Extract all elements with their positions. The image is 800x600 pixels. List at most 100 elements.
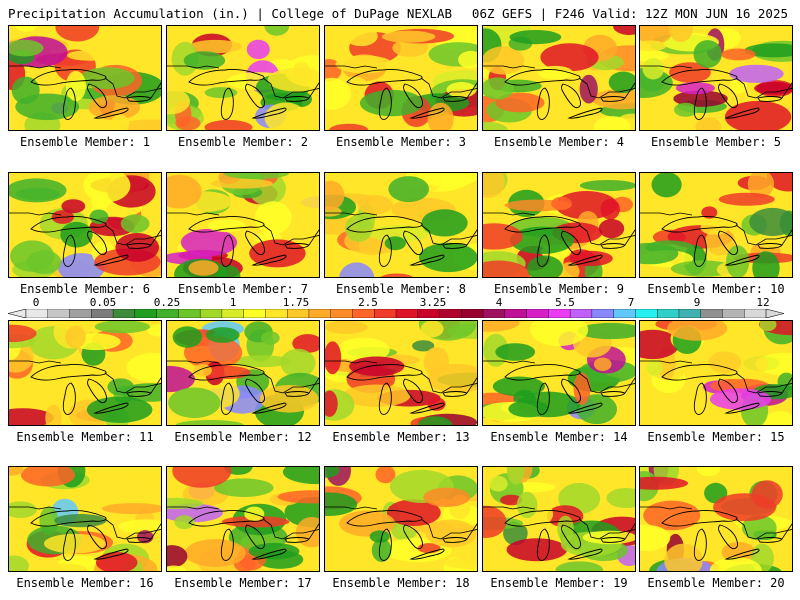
lake-erie-outline [93,254,129,266]
precip-contour [669,62,711,83]
precip-contour [412,340,435,352]
precip-contour [375,467,396,484]
precip-contour [174,515,195,530]
st-lawrence-river [624,523,635,540]
precip-contour [419,242,477,273]
precip-contour [747,173,775,198]
colorbar-bin [417,309,441,318]
lake-ontario-outline [284,391,310,397]
precip-contour [593,357,612,371]
lake-superior-outline [346,510,423,527]
precip-contour [509,30,562,45]
colorbar-bin [134,309,158,318]
lake-erie-outline [93,107,129,119]
ensemble-member-label: Ensemble Member: 12 [174,430,312,444]
precip-contour [421,209,468,237]
lake-erie-outline [724,548,760,560]
lake-superior-outline [30,364,107,381]
precip-contour [724,100,792,130]
ensemble-member-map [166,172,320,278]
precip-contour [85,487,103,506]
lake-erie-outline [251,548,287,560]
precip-contour [335,534,354,549]
precip-contour [569,250,613,267]
lake-huron-outline [87,378,107,404]
ensemble-member-label: Ensemble Member: 1 [19,135,151,149]
precip-contour [45,404,62,425]
international-border [483,506,635,540]
precip-contour [325,77,351,110]
ensemble-member-map [639,466,793,572]
precip-contour [640,329,680,360]
lake-erie-outline [409,402,445,414]
precip-contour [95,552,138,571]
precip-contour [204,87,238,99]
precip-contour [337,337,390,363]
precip-contour [551,196,572,211]
precip-contour [249,239,306,268]
precip-contour [126,352,161,383]
lake-superior-outline [346,69,423,86]
precip-contour [540,43,599,72]
colorbar-tick-label: 5.5 [555,296,575,309]
precip-contour [132,467,161,487]
precip-contour [167,565,187,571]
lake-huron-outline [718,230,738,256]
precip-contour [710,388,771,411]
precip-contour [446,82,477,98]
colorbar-tick-label: 0.25 [153,296,181,309]
precip-contour [483,223,523,250]
precip-contour [752,251,780,277]
precip-contour [673,90,728,107]
lake-superior-outline [504,510,581,527]
colorbar-bin [461,309,484,318]
colorbar-bin [265,309,288,318]
precip-contour [308,214,319,239]
lake-huron-outline [403,378,423,404]
colorbar-bin [569,309,593,318]
precip-contour [508,400,550,418]
precip-contour [640,524,671,552]
precip-contour [214,478,274,497]
precip-contour [9,467,24,476]
international-border [167,212,319,246]
precip-contour [427,102,454,130]
precip-contour [180,228,238,257]
precip-contour [79,67,135,90]
precip-contour [651,173,682,198]
precip-contour [500,494,523,506]
precip-contour [325,467,340,478]
colorbar-bin [700,309,723,318]
ensemble-member-label: Ensemble Member: 9 [493,282,625,296]
lake-michigan-outline [536,234,550,267]
colorbar-bin [678,309,702,318]
lake-erie-outline [409,548,445,560]
ensemble-member-label: Ensemble Member: 17 [174,576,312,590]
precip-contour [713,493,777,522]
precip-contour [184,539,246,567]
precip-contour [506,467,525,485]
colorbar-bin [286,309,310,318]
precip-contour [483,321,520,332]
precip-contour [254,201,292,235]
st-lawrence-river [624,229,635,246]
precip-contour [527,255,563,277]
lake-michigan-outline [220,234,234,267]
st-lawrence-river [781,229,792,246]
colorbar-bin [243,309,266,318]
st-lawrence-river [781,523,792,540]
st-lawrence-river [781,82,792,99]
precip-contour [608,71,635,94]
precip-contour [264,102,307,130]
colorbar-bin [112,309,136,318]
precip-contour [488,475,508,492]
ensemble-member-label: Ensemble Member: 15 [647,430,785,444]
colorbar-bin [395,309,419,318]
colorbar-bin [199,309,223,318]
precip-contour [86,396,153,423]
lake-huron-outline [403,524,423,550]
lake-michigan-outline [536,528,550,561]
colorbar-tick-label: 1.75 [282,296,310,309]
lake-erie-outline [567,107,603,119]
precip-contour [260,331,280,345]
